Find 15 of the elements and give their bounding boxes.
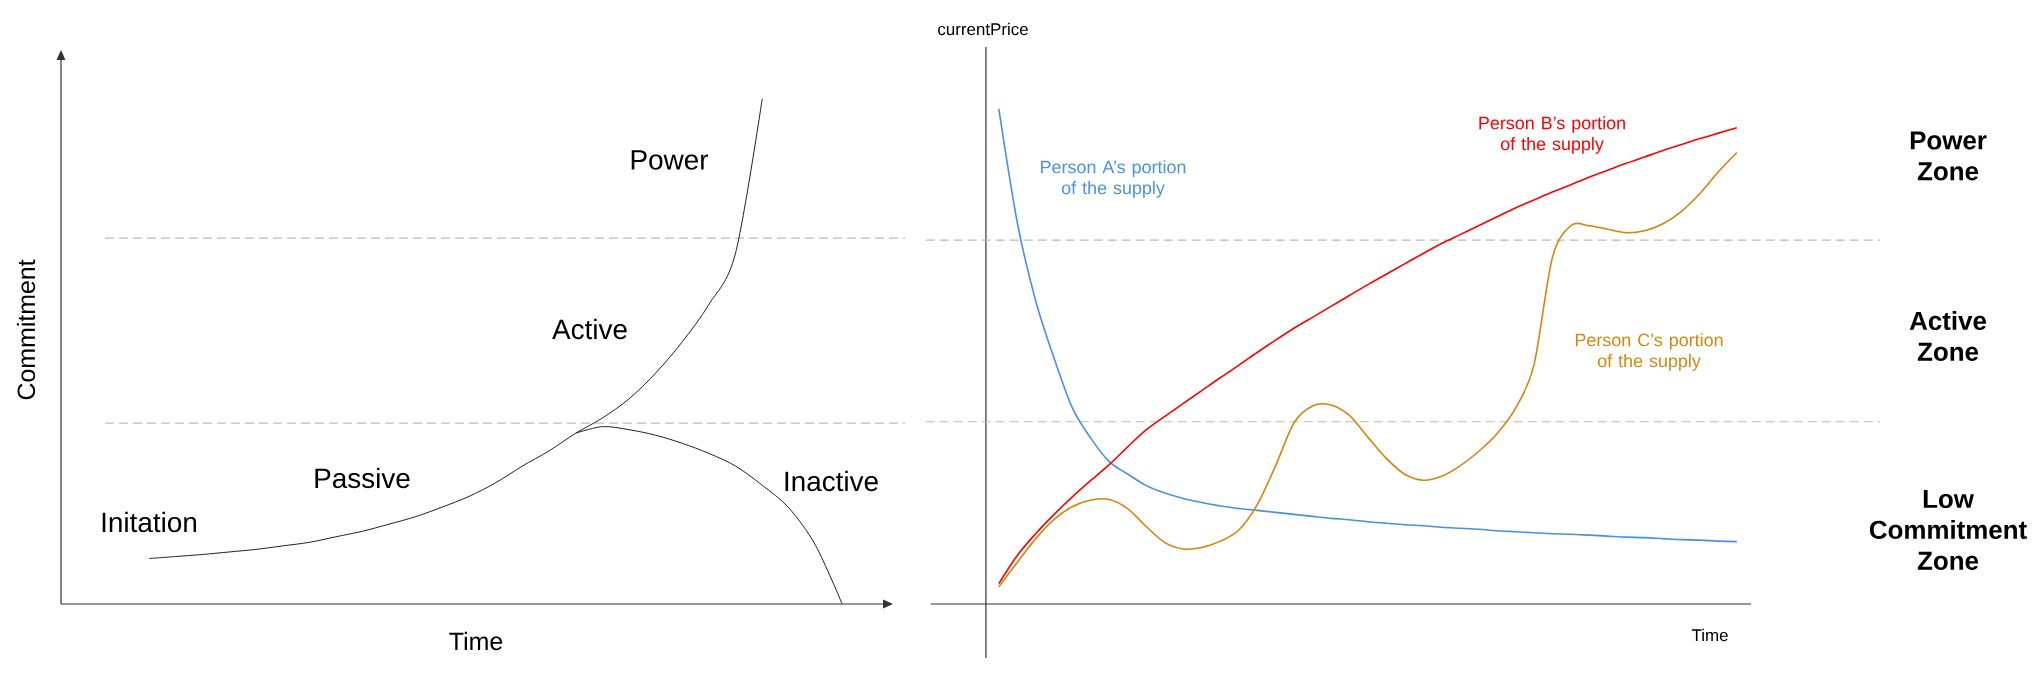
x-axis-title: Time [1691,628,1728,642]
annotation: Active [552,318,627,340]
x-axis-title: Time [449,631,503,651]
series-label: Person C’s portion of the supply [1575,333,1723,371]
series-label: Person B’s portion of the supply [1479,116,1625,154]
text: Power Zone [1910,131,1987,181]
annotation: Passive [315,467,410,489]
annotation: Power [631,150,709,170]
annotation: Initation [102,511,197,533]
text: Active Zone [1909,311,1986,361]
text: Low Commitment Zone [1869,490,2027,570]
y-axis-title: Commitment [16,259,36,400]
annotation: Inactive [785,470,878,492]
series-label: Person A’s portion of the supply [1041,160,1186,198]
y-axis-title: currentPrice [938,22,1028,36]
